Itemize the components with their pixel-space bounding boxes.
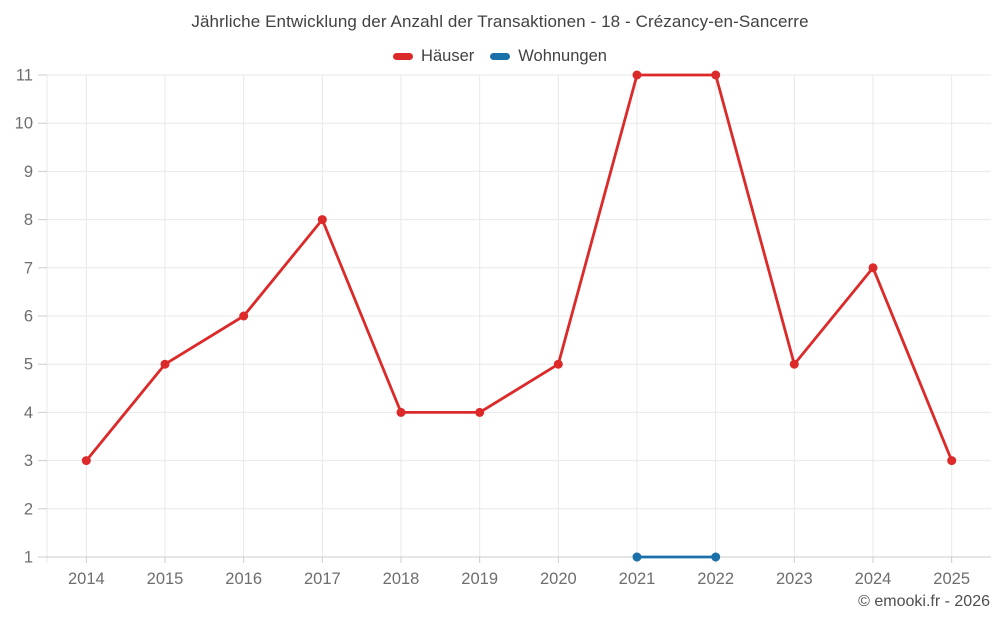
x-axis-label: 2016	[225, 570, 262, 588]
x-axis-label: 2019	[461, 570, 498, 588]
data-point-häuser-2016[interactable]	[239, 311, 249, 321]
legend-swatch-wohnungen-icon	[490, 53, 511, 60]
copyright: © emooki.fr - 2026	[858, 593, 990, 610]
y-axis-label: 11	[16, 67, 33, 85]
x-axis-label: 2022	[697, 570, 734, 588]
y-axis-label: 8	[24, 211, 33, 229]
x-axis-label: 2017	[304, 570, 341, 588]
data-point-häuser-2022[interactable]	[711, 70, 721, 80]
x-axis-label: 2023	[776, 570, 813, 588]
x-axis-label: 2015	[147, 570, 184, 588]
legend-label-hauser: Häuser	[421, 47, 475, 65]
y-axis-label: 1	[24, 549, 33, 567]
y-axis-label: 10	[15, 115, 33, 133]
legend-item-hauser[interactable]: Häuser	[393, 47, 474, 66]
series-line-häuser	[84, 73, 954, 462]
x-axis-label: 2014	[68, 570, 105, 588]
y-axis-label: 6	[24, 308, 33, 326]
legend-label-wohnungen: Wohnungen	[518, 47, 607, 65]
data-point-häuser-2014[interactable]	[81, 456, 91, 466]
y-axis-label: 2	[24, 500, 33, 518]
legend-item-wohnungen[interactable]: Wohnungen	[490, 47, 607, 66]
data-point-häuser-2021[interactable]	[632, 70, 642, 80]
x-axis-label: 2020	[540, 570, 577, 588]
data-point-häuser-2020[interactable]	[553, 359, 563, 369]
y-axis-label: 3	[24, 452, 33, 470]
x-axis-label: 2024	[855, 570, 892, 588]
data-point-häuser-2019[interactable]	[475, 407, 485, 417]
chart-legend: Häuser Wohnungen	[0, 47, 1000, 66]
data-point-wohnungen-2022[interactable]	[711, 552, 721, 562]
y-axis-label: 9	[24, 163, 33, 181]
data-point-häuser-2015[interactable]	[160, 359, 170, 369]
data-point-häuser-2017[interactable]	[317, 215, 327, 225]
x-axis-label: 2018	[383, 570, 420, 588]
data-point-häuser-2018[interactable]	[396, 407, 406, 417]
legend-swatch-hauser-icon	[393, 53, 414, 60]
chart-title: Jährliche Entwicklung der Anzahl der Tra…	[191, 12, 809, 31]
x-axis-label: 2025	[933, 570, 970, 588]
data-point-häuser-2023[interactable]	[789, 359, 799, 369]
data-point-häuser-2025[interactable]	[947, 456, 957, 466]
y-axis-label: 7	[24, 259, 33, 277]
x-axis-label: 2021	[619, 570, 656, 588]
y-axis-label: 4	[24, 404, 33, 422]
data-point-wohnungen-2021[interactable]	[632, 552, 642, 562]
y-axis-label: 5	[24, 356, 33, 374]
data-point-häuser-2024[interactable]	[868, 263, 878, 273]
